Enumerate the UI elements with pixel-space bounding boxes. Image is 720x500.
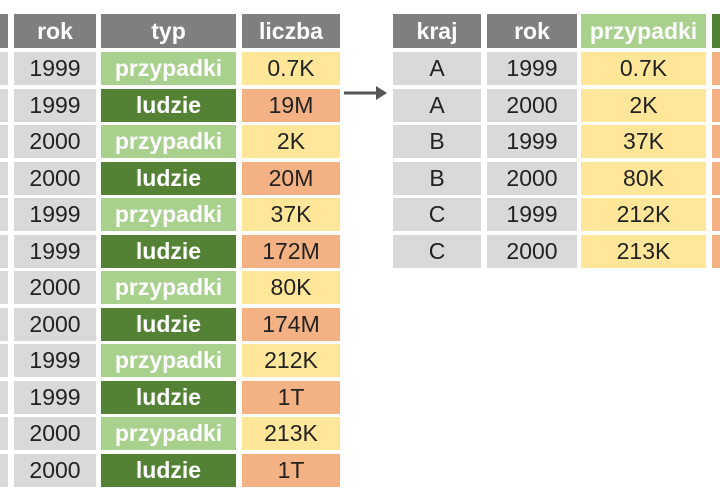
table-cell: B — [393, 125, 481, 158]
table-cell: ludzie — [101, 453, 236, 487]
header-cell: przypadki — [581, 14, 706, 48]
table-cell: 212K — [242, 344, 340, 377]
table-cell: przypadki — [101, 344, 236, 377]
table-cell: 2000 — [487, 234, 577, 268]
table-cell: 80K — [581, 161, 706, 195]
header-cell: typ — [101, 14, 236, 48]
table-cell: 1999 — [487, 52, 577, 85]
header-cell-clipped — [0, 14, 8, 48]
cell-clipped — [0, 453, 8, 487]
table-cell: ludzie — [101, 307, 236, 341]
table-cell: 0.7K — [242, 52, 340, 85]
cell-clipped — [0, 198, 8, 231]
cell-clipped — [0, 52, 8, 85]
table-cell: 2K — [242, 125, 340, 158]
cell-clipped — [0, 417, 8, 450]
table-cell: 0.7K — [581, 52, 706, 85]
table-cell: B — [393, 161, 481, 195]
table-cell: C — [393, 234, 481, 268]
table-cell: 2000 — [487, 88, 577, 122]
table-cell: 19M — [242, 88, 340, 122]
cell-clipped — [0, 161, 8, 195]
cell-clipped — [0, 344, 8, 377]
cell-clipped — [712, 52, 720, 85]
table-cell: przypadki — [101, 271, 236, 304]
cell-clipped — [712, 234, 720, 268]
header-cell: liczba — [242, 14, 340, 48]
table-cell: 1999 — [14, 52, 96, 85]
table-cell: A — [393, 52, 481, 85]
table-cell: 1999 — [14, 380, 96, 414]
table-cell: C — [393, 198, 481, 231]
table-cell: 1T — [242, 380, 340, 414]
table-cell: 2000 — [14, 417, 96, 450]
table-cell: 1999 — [14, 198, 96, 231]
header-cell: rok — [14, 14, 96, 48]
table-cell: ludzie — [101, 234, 236, 268]
cell-clipped — [0, 88, 8, 122]
table-cell: 2000 — [14, 271, 96, 304]
table-cell: 1999 — [487, 125, 577, 158]
table-cell: A — [393, 88, 481, 122]
table-cell: przypadki — [101, 198, 236, 231]
cell-clipped — [0, 125, 8, 158]
header-cell: kraj — [393, 14, 481, 48]
table-cell: 172M — [242, 234, 340, 268]
table-cell: ludzie — [101, 161, 236, 195]
table-cell: ludzie — [101, 380, 236, 414]
table-cell: 213K — [581, 234, 706, 268]
table-cell: ludzie — [101, 88, 236, 122]
table-cell: 1999 — [487, 198, 577, 231]
table-cell: przypadki — [101, 417, 236, 450]
table-cell: 2000 — [14, 453, 96, 487]
table-cell: 1999 — [14, 344, 96, 377]
table-cell: 37K — [242, 198, 340, 231]
table-cell: 1999 — [14, 88, 96, 122]
table-cell: 2K — [581, 88, 706, 122]
table-cell: przypadki — [101, 52, 236, 85]
table-cell: 2000 — [14, 125, 96, 158]
cell-clipped — [0, 271, 8, 304]
table-cell: 1999 — [14, 234, 96, 268]
table-cell: 20M — [242, 161, 340, 195]
table-cell: przypadki — [101, 125, 236, 158]
table-cell: 212K — [581, 198, 706, 231]
table-cell: 2000 — [14, 307, 96, 341]
cell-clipped — [712, 198, 720, 231]
table-cell: 80K — [242, 271, 340, 304]
cell-clipped — [712, 161, 720, 195]
table-cell: 174M — [242, 307, 340, 341]
arrow — [344, 86, 387, 100]
cell-clipped — [0, 380, 8, 414]
table-cell: 2000 — [14, 161, 96, 195]
table-cell: 37K — [581, 125, 706, 158]
header-cell: rok — [487, 14, 577, 48]
cell-clipped — [712, 125, 720, 158]
table-cell: 1T — [242, 453, 340, 487]
header-cell-clipped — [712, 14, 720, 48]
table-cell: 213K — [242, 417, 340, 450]
cell-clipped — [712, 88, 720, 122]
cell-clipped — [0, 307, 8, 341]
table-cell: 2000 — [487, 161, 577, 195]
cell-clipped — [0, 234, 8, 268]
